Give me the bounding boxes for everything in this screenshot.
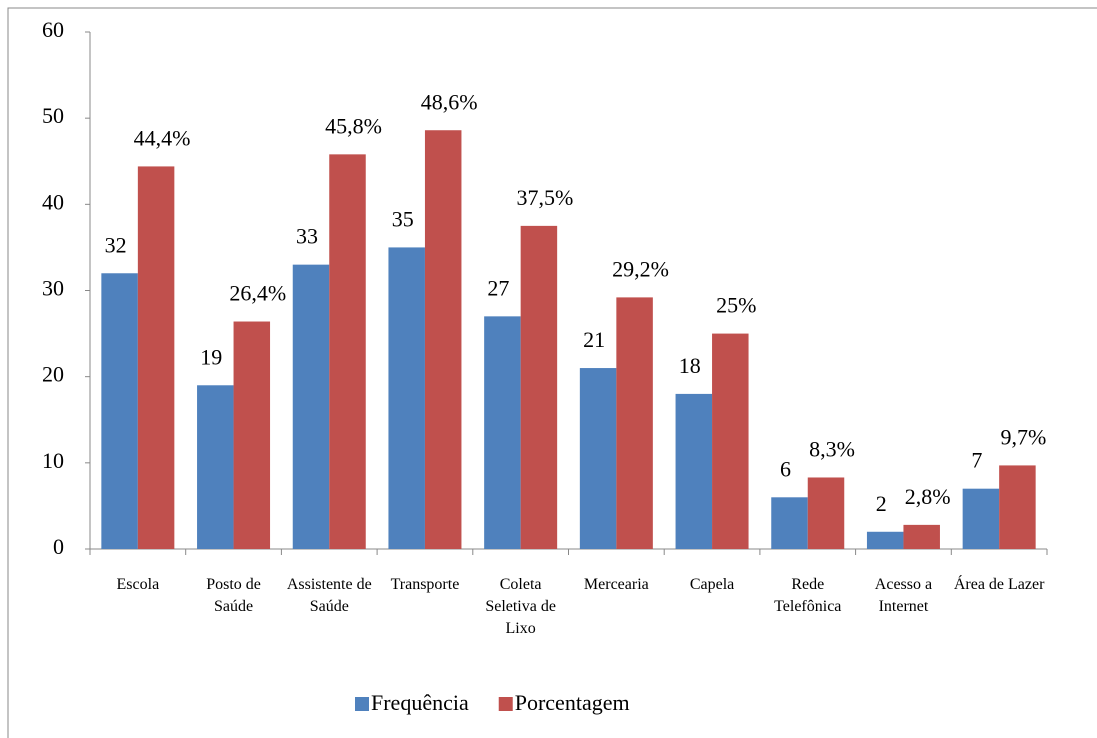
bar [579, 368, 617, 549]
data-label: 2 [876, 491, 887, 516]
bar [292, 264, 330, 549]
bar [520, 225, 558, 549]
data-label: 48,6% [421, 89, 478, 114]
bar [484, 316, 521, 549]
bar [424, 130, 462, 550]
data-label: 9,7% [1000, 424, 1046, 449]
y-tick-label: 60 [42, 17, 64, 42]
y-tick-label: 30 [42, 276, 64, 301]
bar [233, 321, 271, 549]
data-label: 6 [780, 456, 791, 481]
data-label: 21 [583, 327, 605, 352]
x-tick-label: Capela [689, 576, 735, 593]
bar [197, 385, 234, 549]
bar [962, 488, 1000, 549]
bar [329, 154, 366, 549]
x-tick-label: Assistente de Saúde [286, 576, 372, 615]
data-label: 26,4% [229, 281, 286, 306]
y-tick-label: 10 [42, 448, 64, 473]
legend-swatch [498, 697, 513, 711]
x-tick-label: Acesso a Internet [874, 576, 933, 615]
x-tick-label: Coleta Seletiva de Lixo [485, 576, 556, 637]
legend-swatch [355, 697, 369, 711]
bar [388, 247, 425, 549]
bar [616, 297, 653, 549]
data-label: 7 [971, 448, 982, 473]
data-label: 25% [716, 293, 756, 318]
y-tick-label: 40 [42, 189, 64, 214]
bar [807, 477, 845, 549]
bar [771, 497, 808, 549]
y-tick-label: 0 [53, 534, 64, 559]
bar [675, 393, 713, 549]
data-label: 8,3% [809, 437, 855, 462]
bar [137, 166, 175, 550]
bar [101, 273, 138, 549]
bar [712, 333, 749, 549]
data-label: 18 [679, 353, 701, 378]
data-label: 44,4% [134, 125, 191, 150]
legend-label: Frequência [371, 690, 469, 715]
x-tick-label: Mercearia [583, 576, 649, 593]
x-tick-label: Posto de Saúde [206, 576, 261, 615]
frame [7, 7, 1097, 738]
data-label: 35 [392, 206, 414, 231]
x-tick-label: Rede Telefônica [774, 576, 842, 615]
data-label: 37,5% [516, 185, 573, 210]
data-label: 2,8% [905, 484, 951, 509]
data-label: 19 [200, 344, 222, 369]
data-label: 27 [487, 275, 509, 300]
data-label: 33 [296, 224, 318, 249]
y-tick-label: 20 [42, 362, 64, 387]
bar [999, 465, 1036, 549]
data-label: 29,2% [612, 256, 669, 281]
y-tick-label: 50 [42, 103, 64, 128]
legend-label: Porcentagem [515, 690, 630, 715]
x-tick-label: Transporte [390, 576, 460, 593]
bar [866, 531, 904, 549]
x-tick-label: Área de Lazer [953, 576, 1045, 593]
bar [903, 524, 940, 549]
data-label: 32 [105, 232, 127, 257]
data-label: 45,8% [325, 113, 382, 138]
x-tick-label: Escola [116, 576, 160, 593]
